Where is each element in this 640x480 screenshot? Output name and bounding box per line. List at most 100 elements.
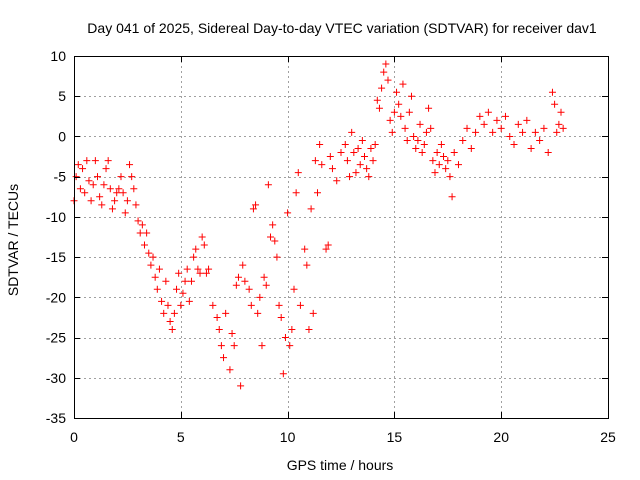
data-point (134, 217, 142, 225)
data-point (249, 205, 257, 213)
data-point (262, 281, 270, 289)
data-point (476, 112, 484, 120)
x-tick-label: 20 (493, 429, 509, 445)
data-point (213, 313, 221, 321)
data-point (117, 173, 125, 181)
data-point (72, 173, 80, 181)
data-point (260, 273, 268, 281)
data-point (350, 149, 358, 157)
data-point (405, 108, 413, 116)
x-axis-label: GPS time / hours (287, 457, 394, 473)
data-point (527, 145, 535, 153)
data-point (108, 205, 116, 213)
x-tick-label: 5 (177, 429, 185, 445)
data-point (275, 301, 283, 309)
y-axis-label: SDTVAR / TECUs (5, 184, 21, 296)
y-tick-label: -30 (46, 370, 66, 386)
data-point (232, 281, 240, 289)
data-point (273, 253, 281, 261)
data-point (399, 80, 407, 88)
data-point (267, 233, 275, 241)
data-point (358, 136, 366, 144)
data-point (346, 173, 354, 181)
y-tick-label: -15 (46, 249, 66, 265)
data-point (450, 149, 458, 157)
data-point (523, 116, 531, 124)
data-point (326, 153, 334, 161)
data-point (198, 233, 206, 241)
data-point (442, 165, 450, 173)
data-point (480, 120, 488, 128)
data-point (390, 108, 398, 116)
data-point (459, 136, 467, 144)
data-point (384, 76, 392, 84)
data-point (294, 169, 302, 177)
data-point (557, 108, 565, 116)
data-point (292, 189, 300, 197)
data-point (183, 265, 191, 273)
data-point (143, 229, 151, 237)
data-point (431, 169, 439, 177)
data-point (166, 317, 174, 325)
data-point (367, 145, 375, 153)
data-point (239, 261, 247, 269)
data-point (256, 293, 264, 301)
data-point (540, 124, 548, 132)
data-point (356, 161, 364, 169)
grid (74, 56, 608, 418)
data-point (373, 96, 381, 104)
axis-tick-labels: 0 5 10 15 20 25 -35 -30 -25 -20 -15 -10 -5 0 5 10 (46, 48, 616, 445)
data-point (322, 245, 330, 253)
y-tick-label: -20 (46, 289, 66, 305)
data-point (247, 301, 255, 309)
data-point (181, 277, 189, 285)
data-point (296, 301, 304, 309)
data-point (422, 128, 430, 136)
data-point (472, 128, 480, 136)
data-point (196, 269, 204, 277)
data-point (111, 197, 119, 205)
data-point (397, 112, 405, 120)
data-point (104, 157, 112, 165)
data-point (414, 136, 422, 144)
data-point (153, 285, 161, 293)
data-point (354, 145, 362, 153)
data-point (202, 269, 210, 277)
data-point (467, 145, 475, 153)
data-point (328, 165, 336, 173)
data-point (91, 157, 99, 165)
data-point (316, 140, 324, 148)
data-point (222, 309, 230, 317)
data-point (81, 189, 89, 197)
data-point (519, 128, 527, 136)
x-tick-label: 10 (280, 429, 296, 445)
data-point (314, 189, 322, 197)
data-point (348, 128, 356, 136)
data-point (179, 289, 187, 297)
y-tick-label: 0 (58, 128, 66, 144)
data-point (493, 116, 501, 124)
data-point (138, 221, 146, 229)
data-point (311, 157, 319, 165)
data-point (215, 326, 223, 334)
data-point (380, 68, 388, 76)
data-point (121, 209, 129, 217)
data-point (410, 132, 418, 140)
data-point (506, 132, 514, 140)
data-point (113, 189, 121, 197)
data-point (245, 285, 253, 293)
data-point (220, 354, 228, 362)
data-point (217, 342, 225, 350)
data-point (393, 88, 401, 96)
data-point (307, 205, 315, 213)
data-point (100, 181, 108, 189)
data-point (448, 193, 456, 201)
data-point (501, 112, 509, 120)
data-point (290, 285, 298, 293)
data-point (497, 124, 505, 132)
data-point (363, 165, 371, 173)
data-point (553, 128, 561, 136)
data-point (149, 253, 157, 261)
data-point (378, 84, 386, 92)
